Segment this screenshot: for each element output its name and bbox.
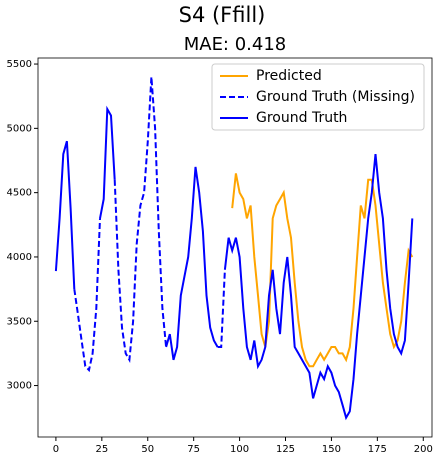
x-tick-label: 150 [322,444,341,455]
series-line [54,140,76,290]
series-line [217,269,226,348]
suptitle: S4 (Ffill) [179,3,266,27]
series-line [113,76,168,364]
y-tick-label: 4500 [7,188,32,199]
x-tick-label: 25 [95,444,108,455]
y-tick-label: 4000 [7,252,32,263]
series-line [73,218,101,373]
x-tick-label: 50 [141,444,154,455]
y-tick-label: 5000 [7,123,32,134]
x-tick-label: 175 [368,444,387,455]
x-tick-label: 125 [276,444,295,455]
series-line [165,166,219,361]
y-tick-label: 3500 [7,316,32,327]
x-tick-label: 75 [187,444,200,455]
series-line [231,173,414,368]
y-tick-label: 3000 [7,381,32,392]
legend-box [211,63,425,131]
chart-title: MAE: 0.418 [184,34,287,55]
legend-label: Ground Truth (Missing) [256,89,415,105]
legend-label: Predicted [256,68,322,84]
legend-label: Ground Truth [256,110,347,126]
x-tick-label: 200 [414,444,433,455]
x-tick-label: 0 [53,444,59,455]
series-line [223,154,414,421]
x-tick-label: 100 [230,444,249,455]
y-tick-label: 5500 [7,59,32,70]
series-line [99,105,116,219]
